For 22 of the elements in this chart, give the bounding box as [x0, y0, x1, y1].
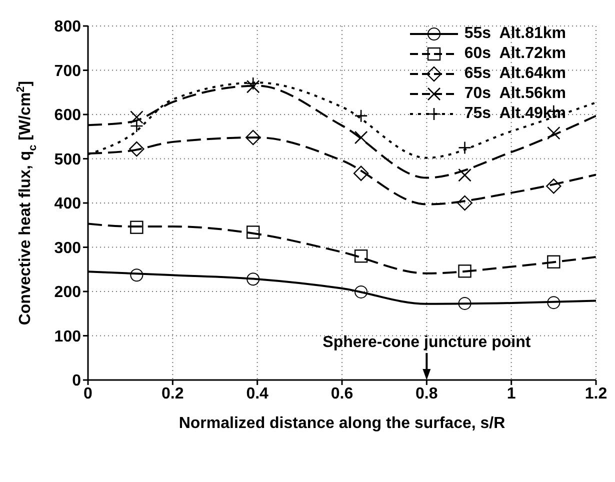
y-tick-label: 100: [54, 328, 82, 346]
legend-label: 60s Alt.72km: [464, 44, 566, 64]
x-axis-title: Normalized distance along the surface, s/R: [178, 415, 506, 432]
x-tick-label: 0: [84, 385, 93, 402]
x-tick-label: 0.2: [162, 385, 184, 402]
y-tick-label: 200: [54, 284, 82, 302]
y-tick-label: 0: [72, 372, 82, 390]
x-tick-label: 1: [506, 385, 516, 402]
x-tick-label: 0.8: [416, 385, 438, 402]
x-tick-label: 0.6: [330, 385, 354, 402]
ref-line-label: Sphere-cone juncture point: [322, 334, 532, 351]
y-tick-label: 800: [54, 18, 82, 36]
x-tick-label: 1.2: [584, 385, 608, 402]
legend-label: 65s Alt.64km: [464, 64, 566, 84]
y-tick-label: 700: [54, 62, 82, 80]
legend-label: 70s Alt.56km: [464, 84, 566, 104]
y-tick-label: 300: [54, 240, 82, 257]
x-tick-label: 0.4: [246, 385, 269, 402]
y-tick-label: 500: [54, 151, 82, 168]
y-tick-label: 600: [54, 107, 82, 124]
legend-label: 55s Alt.81km: [464, 24, 566, 44]
y-tick-label: 400: [54, 196, 82, 213]
